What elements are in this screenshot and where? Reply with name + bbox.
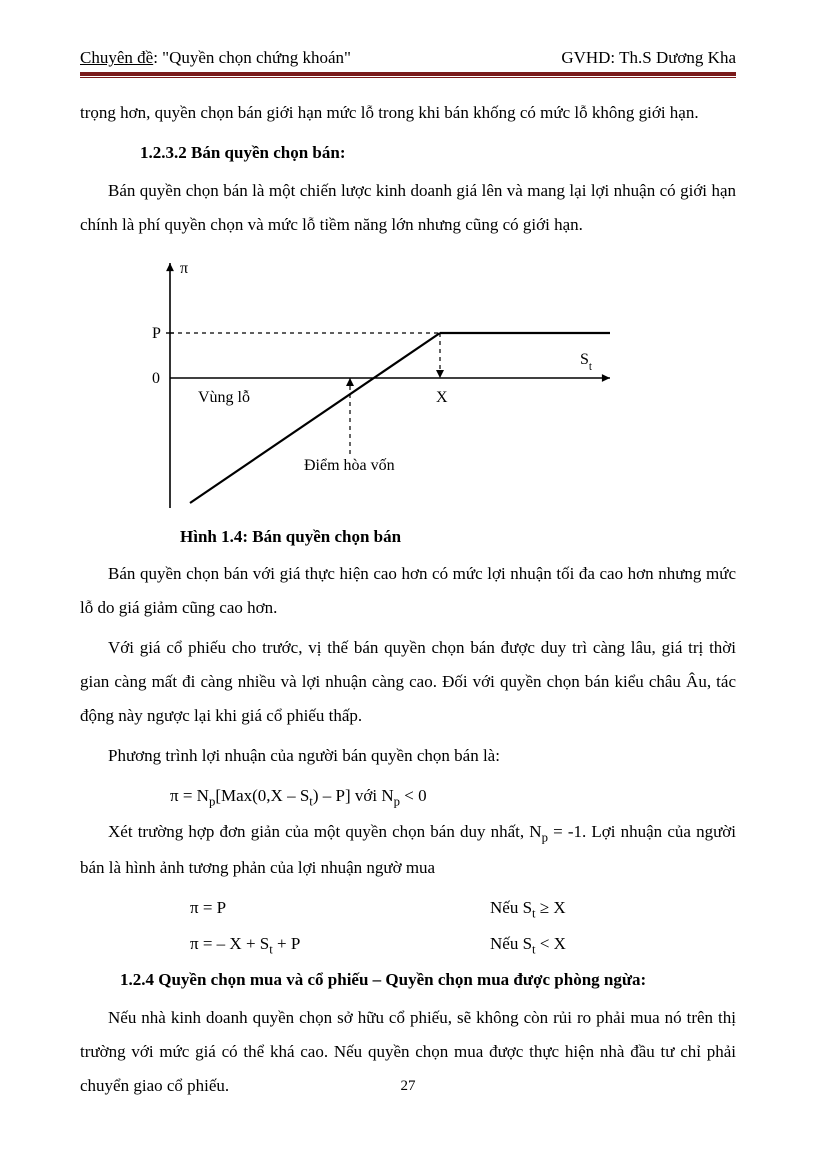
paragraph-3: Bán quyền chọn bán với giá thực hiện cao… [80,557,736,625]
svg-text:P: P [152,325,161,342]
svg-text:St: St [580,351,593,373]
svg-text:π: π [180,260,188,277]
figure-caption: Hình 1.4: Bán quyền chọn bán [180,527,736,547]
eq2a-rhs: Nếu St ≥ X [490,891,566,927]
header-right: GVHD: Th.S Dương Kha [561,48,736,68]
equation-1: π = Np[Max(0,X – St) – P] với Np < 0 [170,779,736,815]
page-number: 27 [0,1078,816,1095]
svg-text:0: 0 [152,370,160,387]
eq2b-lhs: π = – X + St + P [190,927,490,963]
equation-piecewise: π = P Nếu St ≥ X π = – X + St + P Nếu St… [190,891,736,963]
eq2b-rhs: Nếu St < X [490,927,566,963]
paragraph-1: trọng hơn, quyền chọn bán giới hạn mức l… [80,96,736,130]
svg-text:X: X [436,389,448,406]
header-left: Chuyên đề: "Quyền chọn chứng khoán" [80,48,351,68]
eq2a-lhs: π = P [190,891,490,927]
short-put-payoff-chart: π 0 P Vùng lỗ X Điểm hòa vốn St [110,248,630,518]
paragraph-2: Bán quyền chọn bán là một chiến lược kin… [80,174,736,242]
page-header: Chuyên đề: "Quyền chọn chứng khoán" GVHD… [80,48,736,68]
header-left-prefix: Chuyên đề [80,48,153,67]
header-rule [80,72,736,78]
figure-14: π 0 P Vùng lỗ X Điểm hòa vốn St [110,248,736,523]
paragraph-4: Với giá cổ phiếu cho trước, vị thế bán q… [80,631,736,733]
svg-text:Vùng lỗ: Vùng lỗ [198,389,250,406]
header-left-title: "Quyền chọn chứng khoán" [162,48,351,67]
heading-1232: 1.2.3.2 Bán quyền chọn bán: [140,136,736,170]
paragraph-5: Phương trình lợi nhuận của người bán quy… [80,739,736,773]
svg-text:Điểm hòa vốn: Điểm hòa vốn [304,457,395,474]
heading-124: 1.2.4 Quyền chọn mua và cổ phiếu – Quyền… [120,963,736,997]
paragraph-6: Xét trường hợp đơn giản của một quyền ch… [80,815,736,885]
